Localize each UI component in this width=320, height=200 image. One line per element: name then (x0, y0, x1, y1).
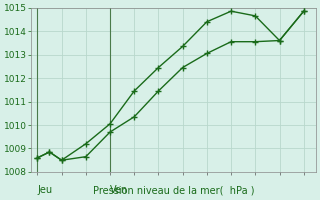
X-axis label: Pression niveau de la mer(  hPa ): Pression niveau de la mer( hPa ) (93, 186, 254, 196)
Text: Jeu: Jeu (37, 185, 52, 195)
Text: Ven: Ven (110, 185, 128, 195)
